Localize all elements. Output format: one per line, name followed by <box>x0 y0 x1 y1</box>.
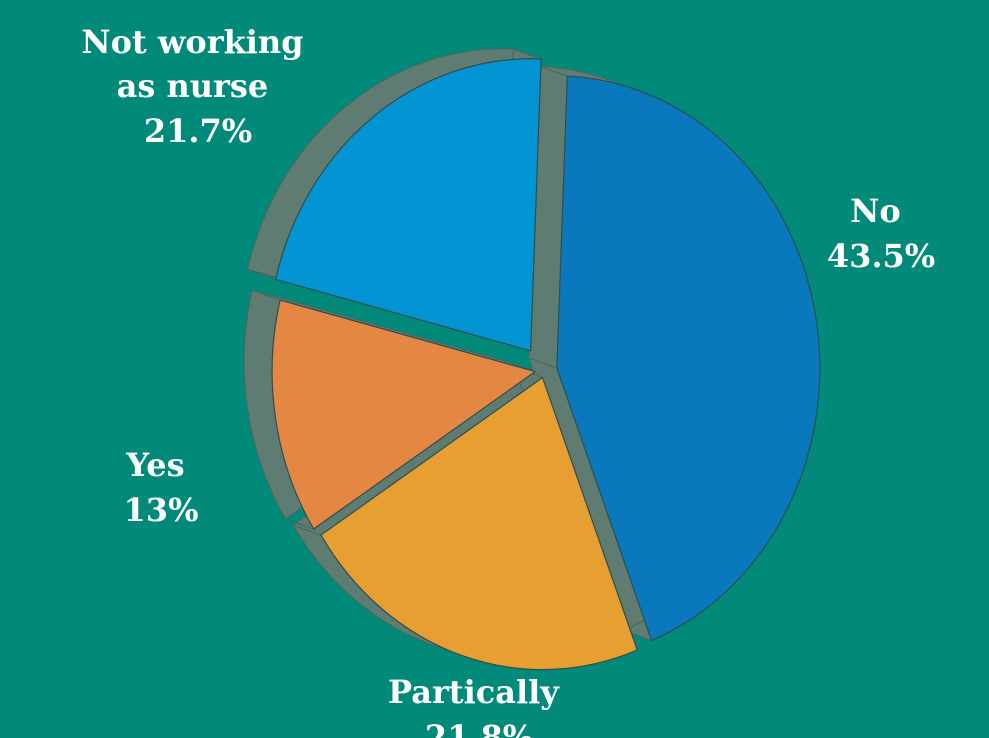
pie-slice-partically <box>320 376 638 671</box>
pie-labels: No 43.5% Partically 21.8% Yes 13% Not wo… <box>81 23 935 738</box>
pie-tops <box>271 58 821 671</box>
slice-label-not-working: Not working as nurse 21.7% <box>81 23 314 150</box>
pie-slice-not-working <box>274 58 542 352</box>
pie-slice-no <box>556 75 821 642</box>
slice-label-partically: Partically 21.8% <box>388 673 570 738</box>
slice-label-partically-value: 21.8% <box>425 718 533 738</box>
slice-label-yes-name: Yes <box>125 446 184 484</box>
slice-label-yes: Yes 13% <box>124 446 199 529</box>
slice-label-not-working-name-1: Not working <box>81 23 303 61</box>
slice-label-yes-value: 13% <box>124 491 199 529</box>
slice-label-no-value: 43.5% <box>827 237 935 275</box>
slice-label-not-working-name-2: as nurse <box>117 67 269 105</box>
slice-label-not-working-value: 21.7% <box>144 112 252 150</box>
slice-label-no-name: No <box>850 192 901 230</box>
slice-label-partically-name: Partically <box>388 673 560 711</box>
slice-label-no: No 43.5% <box>827 192 935 275</box>
pie-slice-yes <box>271 299 537 530</box>
